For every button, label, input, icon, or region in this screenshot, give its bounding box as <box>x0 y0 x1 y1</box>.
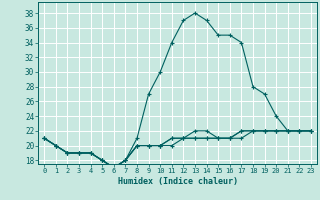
X-axis label: Humidex (Indice chaleur): Humidex (Indice chaleur) <box>118 177 238 186</box>
